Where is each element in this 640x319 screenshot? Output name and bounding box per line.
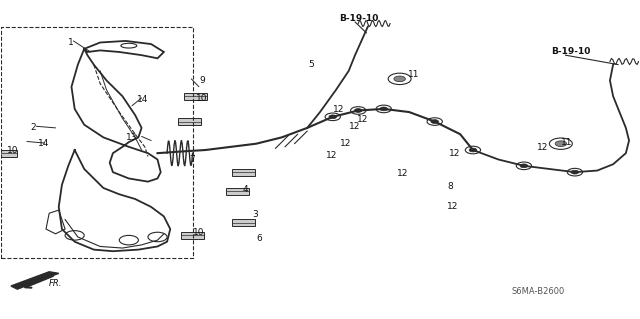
Text: 5: 5: [308, 60, 314, 69]
FancyBboxPatch shape: [181, 232, 204, 239]
Text: 11: 11: [561, 137, 572, 147]
Circle shape: [355, 108, 362, 112]
FancyBboxPatch shape: [226, 188, 248, 195]
Text: 12: 12: [396, 169, 408, 178]
Text: 7: 7: [189, 155, 195, 164]
Text: 13: 13: [125, 133, 137, 143]
Text: 4: 4: [243, 185, 248, 194]
Text: 10: 10: [193, 228, 204, 237]
FancyBboxPatch shape: [178, 118, 201, 125]
Text: B-19-10: B-19-10: [339, 14, 378, 23]
Text: 6: 6: [256, 234, 262, 243]
Circle shape: [394, 76, 405, 82]
FancyBboxPatch shape: [232, 169, 255, 175]
Text: FR.: FR.: [49, 279, 63, 288]
Text: 12: 12: [349, 122, 360, 131]
FancyBboxPatch shape: [184, 93, 207, 100]
Text: 14: 14: [38, 139, 50, 148]
Text: S6MA-B2600: S6MA-B2600: [511, 287, 564, 296]
FancyBboxPatch shape: [232, 219, 255, 226]
Circle shape: [469, 148, 477, 152]
Text: 1: 1: [68, 38, 74, 47]
Circle shape: [431, 120, 438, 123]
Circle shape: [380, 107, 388, 111]
Circle shape: [329, 115, 337, 119]
Text: 3: 3: [252, 210, 257, 219]
Text: 12: 12: [326, 151, 338, 160]
Text: 12: 12: [340, 139, 352, 148]
Text: 8: 8: [447, 182, 453, 191]
Text: 2: 2: [30, 123, 36, 132]
Text: 10: 10: [6, 145, 18, 154]
Circle shape: [520, 164, 528, 168]
Text: B-19-10: B-19-10: [551, 48, 591, 56]
Text: 12: 12: [537, 143, 548, 152]
Text: 12: 12: [449, 149, 460, 158]
FancyBboxPatch shape: [0, 150, 17, 157]
Text: 12: 12: [357, 115, 369, 124]
Circle shape: [555, 141, 566, 146]
Text: 12: 12: [333, 105, 344, 114]
Circle shape: [571, 170, 579, 174]
Text: 10: 10: [196, 94, 207, 103]
Text: 9: 9: [199, 76, 205, 85]
Text: 12: 12: [447, 202, 459, 211]
Text: 11: 11: [408, 70, 419, 78]
Polygon shape: [11, 272, 59, 289]
Text: 14: 14: [136, 95, 148, 104]
